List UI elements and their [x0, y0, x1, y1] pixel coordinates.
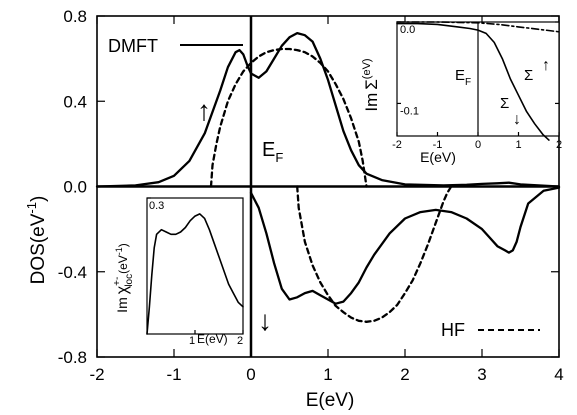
- inset1-y-label-symbol: Σ: [362, 79, 381, 90]
- main-labels: DOS(eV-1) E(eV) EF ↑ ↓ DMFT HF: [24, 36, 540, 411]
- inset2-y-label-sup: +-: [112, 277, 123, 286]
- main-x-tick-label: -2: [89, 365, 104, 384]
- inset1-x-axis-label: E(eV): [420, 149, 456, 165]
- inset1-y-tick-label: 0.0: [400, 24, 415, 36]
- fermi-level-sub: F: [275, 150, 283, 165]
- inset1-fermi-sub: F: [465, 77, 471, 88]
- inset1-y-tick-label: -0.1: [400, 105, 419, 117]
- legend-dmft-label: DMFT: [108, 36, 158, 56]
- inset1-y-label-prefix: Im: [362, 93, 381, 112]
- inset1-x-tick-label: 2: [556, 139, 562, 151]
- main-series-curve-1: [249, 186, 561, 305]
- inset1-x-tick-label: -2: [392, 139, 402, 151]
- main-x-tick-label: 1: [323, 365, 332, 384]
- main-y-label-close: ): [28, 196, 49, 202]
- inset2-y-label-unit-close: ): [116, 243, 130, 247]
- inset1-fermi-label: EF: [455, 67, 471, 88]
- spin-up-arrow: ↑: [197, 95, 211, 126]
- main-x-tick-label: 4: [554, 365, 563, 384]
- sigma-up-arrow: ↑: [542, 57, 550, 74]
- sigma-down-label: Σ: [500, 95, 509, 112]
- inset1-fermi-main: E: [455, 67, 465, 84]
- legend-hf-label: HF: [441, 320, 465, 340]
- inset1-x-tick-label: 0: [475, 139, 481, 151]
- main-series-hf-2: [209, 47, 368, 188]
- inset2-y-label-prefix: Im: [114, 297, 130, 313]
- main-y-label-superscript: -1: [24, 202, 39, 214]
- fermi-level-label: EF: [262, 139, 283, 165]
- susceptibility-inset: 1 20.3: [146, 197, 244, 347]
- inset1-x-tick-label: 1: [515, 139, 521, 151]
- inset2-x-axis-label: E(eV): [197, 332, 228, 346]
- inset2-y-tick-label: 0.3: [149, 200, 164, 212]
- inset2-y-label-unit: (eV: [116, 255, 130, 274]
- main-y-axis-label: DOS(eV-1): [24, 196, 49, 285]
- inset2-y-axis-label: Im χ+-loc(eV-1): [112, 243, 135, 313]
- sigma-up-label: Σ: [524, 67, 533, 84]
- inset2-y-label-unit-sup: -1: [114, 247, 124, 255]
- inset2-frame: [146, 197, 244, 335]
- inset2-x-tick-label: 2: [237, 335, 243, 347]
- spin-down-arrow: ↓: [258, 305, 272, 336]
- main-x-tick-label: 0: [246, 365, 255, 384]
- main-y-tick-label: -0.8: [58, 348, 87, 367]
- inset2-series-curve-0: [146, 213, 244, 335]
- main-x-axis-label: E(eV): [306, 390, 355, 411]
- main-y-tick-label: 0.4: [63, 92, 87, 111]
- main-y-tick-label: 0.8: [63, 7, 87, 26]
- main-x-tick-label: 3: [477, 365, 486, 384]
- main-y-tick-label: 0.0: [63, 178, 87, 197]
- inset1-x-tick-label: -1: [433, 139, 443, 151]
- fermi-level-main: E: [262, 139, 275, 161]
- main-y-tick-label: -0.4: [58, 263, 87, 282]
- main-x-tick-label: 2: [400, 365, 409, 384]
- main-x-tick-label: -1: [166, 365, 181, 384]
- main-series-hf-3: [296, 185, 453, 323]
- inset1-series-curve-1: [396, 22, 550, 141]
- main-series-curve-0: [95, 31, 561, 188]
- main-y-label-text: DOS(eV: [28, 213, 49, 284]
- inset2-y-label-sub: loc: [124, 274, 135, 287]
- self-energy-inset: -2 -1 0 1 2 0.0 -0.1: [392, 21, 562, 151]
- inset2-y-label-symbol: χ: [114, 285, 131, 294]
- susceptibility-inset-labels: Im χ+-loc(eV-1) E(eV): [112, 243, 228, 346]
- inset2-x-tick-label: 1: [189, 335, 195, 347]
- sigma-down-arrow: ↓: [513, 111, 521, 128]
- inset1-y-axis-label: Im Σ(eV): [361, 58, 381, 111]
- inset1-series-sigma-up-0: [396, 21, 560, 33]
- inset1-y-label-unit: (eV): [361, 58, 373, 79]
- self-energy-inset-labels: ImΣ(eV) E(eV) EF Σ ↑ Σ ↓: [361, 57, 550, 165]
